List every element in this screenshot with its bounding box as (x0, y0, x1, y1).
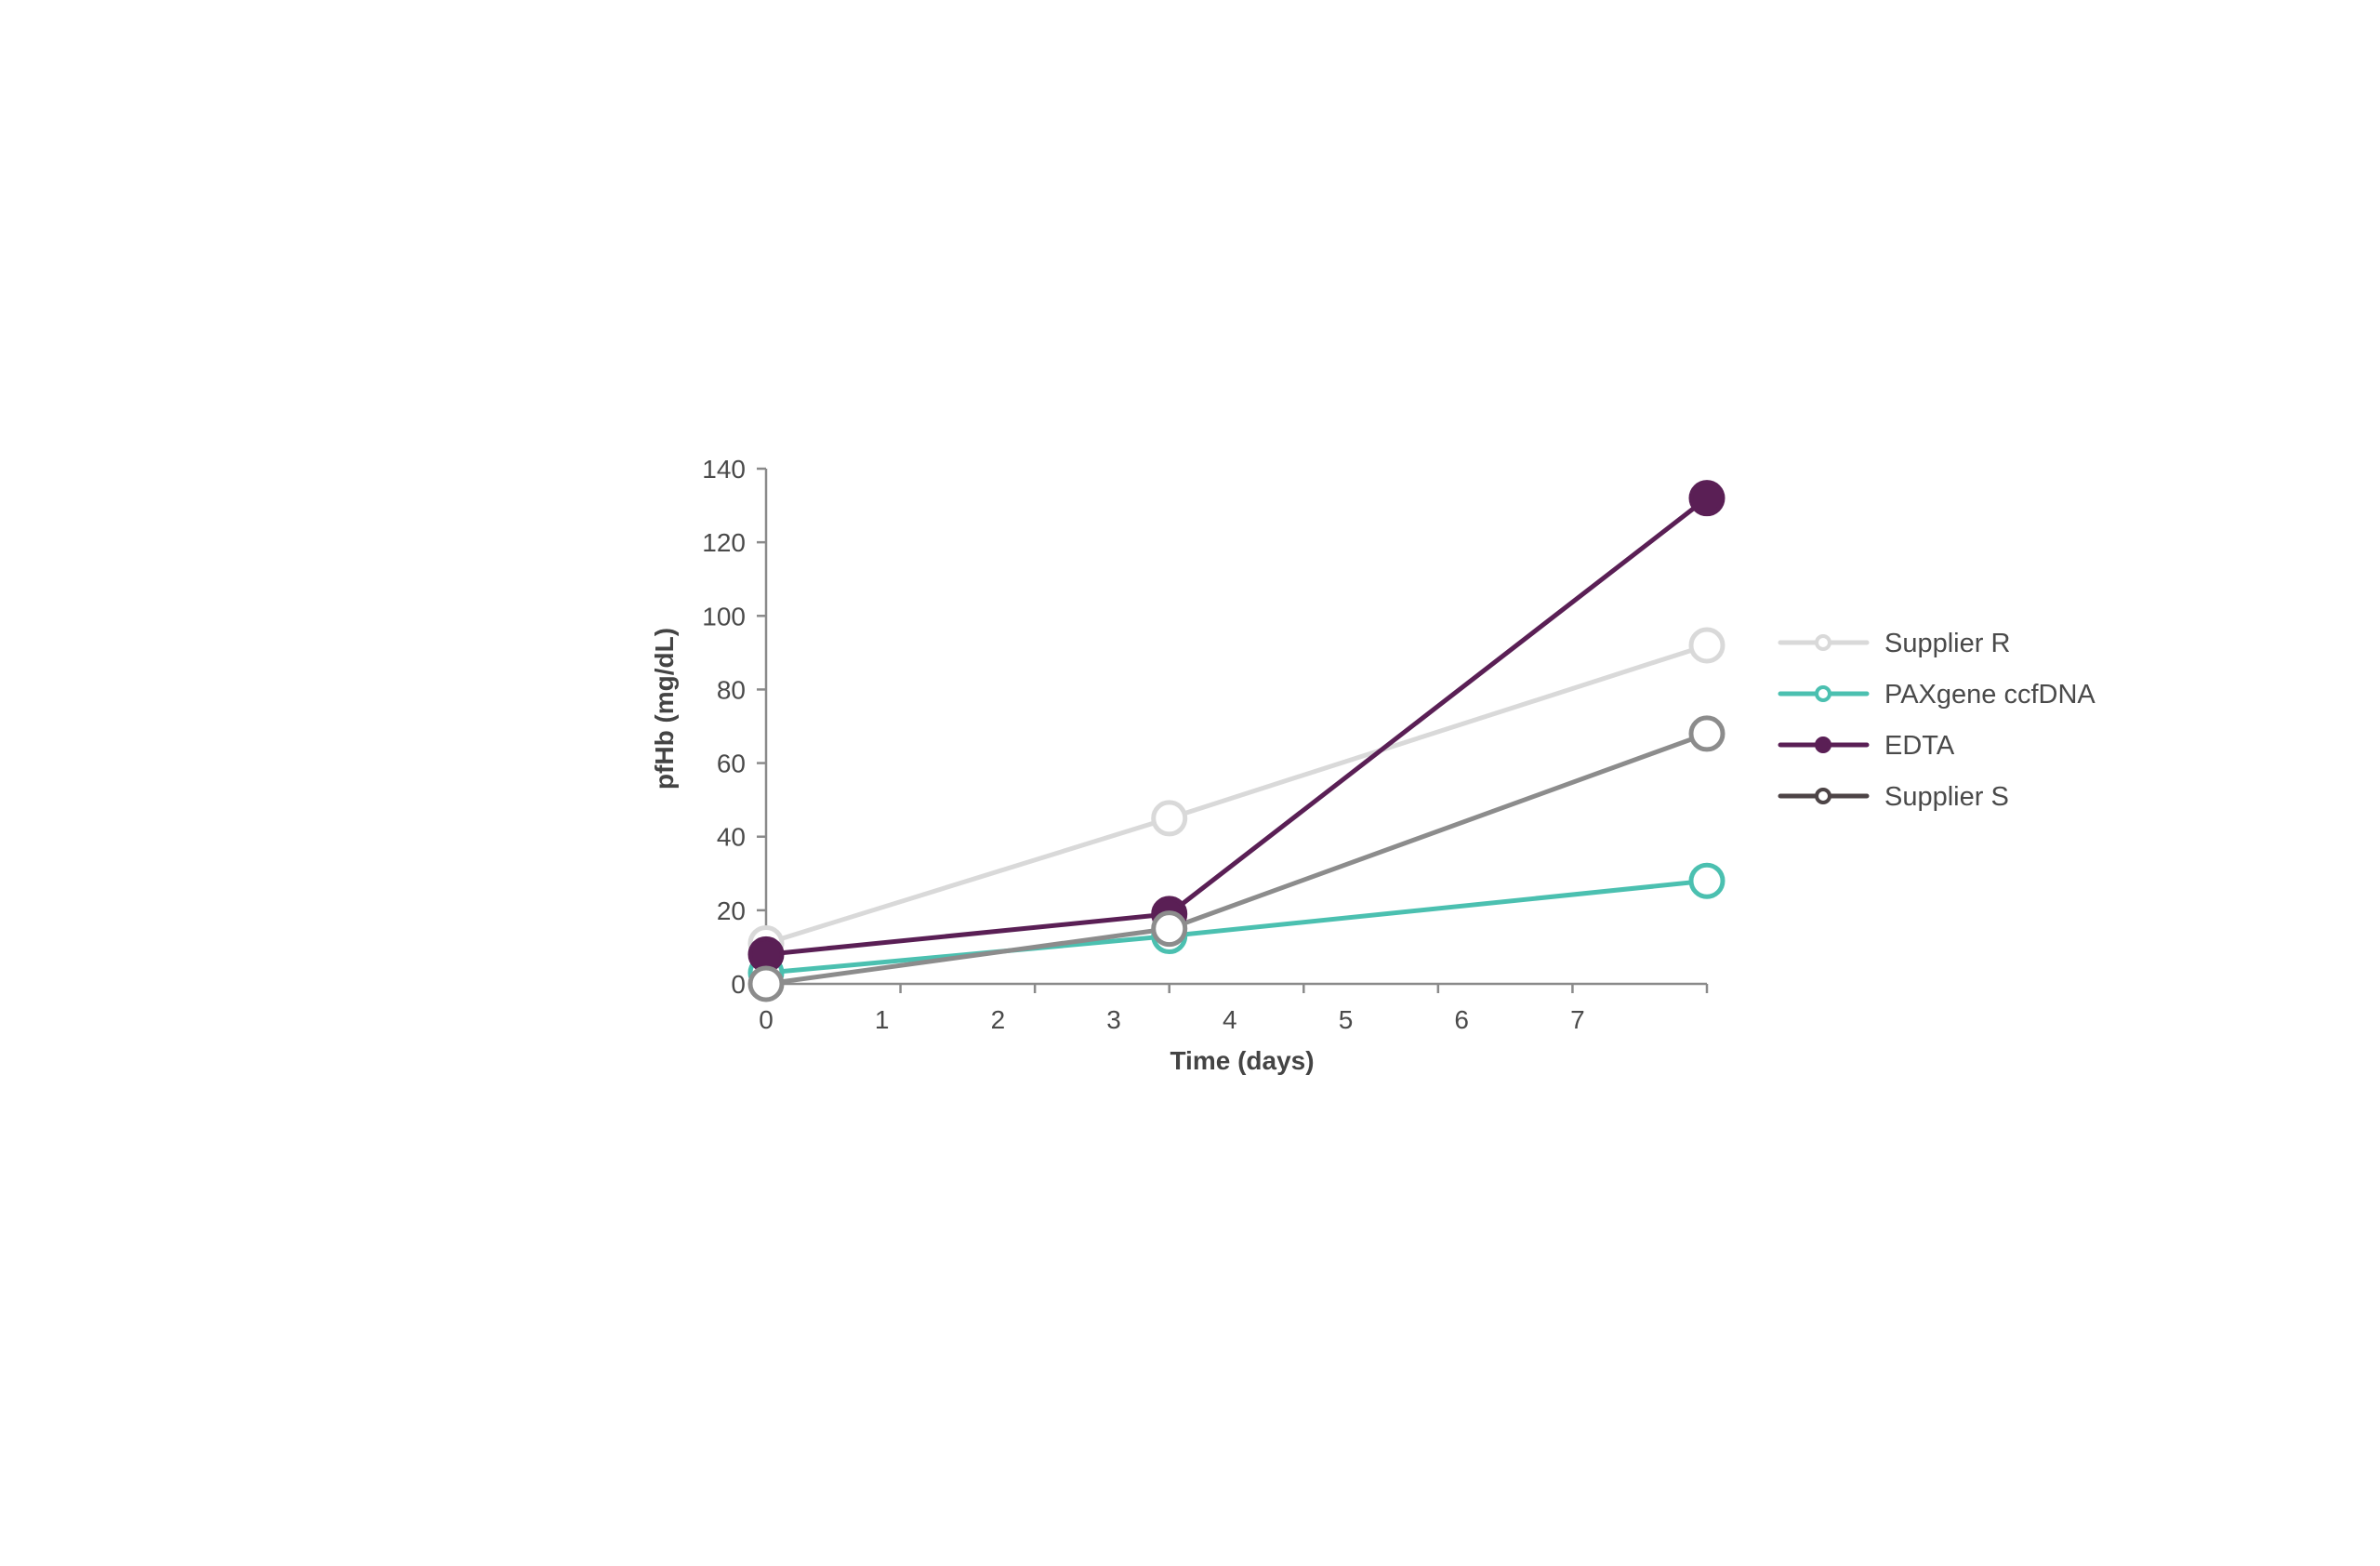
series-line-paxgene-ccfdna (765, 878, 1708, 975)
series-group (747, 480, 1726, 1002)
axes: 0 20 40 60 80 100 120 140 0 1 2 3 4 5 6 7 (702, 455, 1709, 1034)
data-point (747, 936, 785, 973)
y-tick-label: 100 (702, 602, 746, 630)
legend-label: Supplier R (1884, 629, 2010, 658)
legend-label: EDTA (1884, 731, 1955, 761)
y-tick-label: 0 (731, 970, 746, 999)
legend-item: PAXgene ccfDNA (1778, 680, 2096, 710)
y-tick-label: 40 (717, 823, 746, 852)
data-point (1688, 480, 1726, 517)
x-tick-label: 1 (875, 1005, 890, 1034)
data-point (1688, 862, 1726, 899)
y-tick-label: 140 (702, 455, 746, 484)
x-tick-label: 7 (1570, 1005, 1585, 1034)
x-axis-title: Time (days) (1170, 1046, 1314, 1075)
legend-label: Supplier S (1884, 782, 2009, 812)
legend-item: Supplier S (1778, 782, 2009, 812)
x-tick-label: 3 (1106, 1005, 1121, 1034)
legend-marker (1815, 788, 1831, 804)
x-tick-label: 0 (759, 1005, 774, 1034)
legend-label: PAXgene ccfDNA (1884, 680, 2096, 710)
x-tick-label: 4 (1223, 1005, 1237, 1034)
series-line-supplier-r (765, 643, 1708, 946)
x-tick-label: 2 (991, 1005, 1006, 1034)
data-point (1688, 715, 1726, 752)
data-point (1688, 627, 1726, 664)
legend-marker (1815, 634, 1831, 651)
series-line-supplier-s (765, 731, 1708, 987)
y-tick-label: 60 (717, 750, 746, 778)
x-tick-label: 6 (1454, 1005, 1469, 1034)
data-point (747, 965, 785, 1002)
y-axis-title: pfHb (mg/dL) (650, 628, 679, 790)
legend: Supplier R PAXgene ccfDNA EDTA Supplier S (1778, 629, 2096, 812)
y-tick-label: 120 (702, 528, 746, 557)
x-tick-label: 5 (1339, 1005, 1354, 1034)
y-tick-label: 20 (717, 896, 746, 925)
series-line-edta (765, 496, 1709, 957)
legend-item: EDTA (1778, 731, 1955, 761)
legend-item: Supplier R (1778, 629, 2010, 658)
legend-marker (1815, 737, 1831, 753)
legend-marker (1815, 685, 1831, 702)
data-point (1151, 800, 1188, 837)
y-tick-label: 80 (717, 675, 746, 704)
data-point (1151, 910, 1188, 948)
